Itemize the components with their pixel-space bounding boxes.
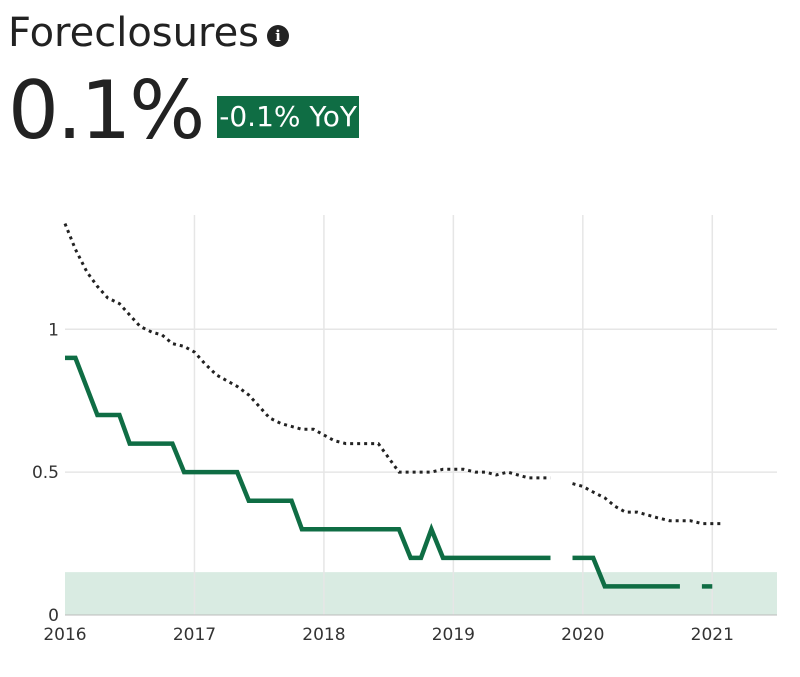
dotted-series-segment-1 — [63, 223, 551, 480]
solid-series-segment-2 — [572, 555, 680, 589]
x-tick-label-2016: 2016 — [43, 625, 86, 645]
solid-series-segment-1 — [65, 355, 551, 561]
x-tick-label-2017: 2017 — [173, 625, 216, 645]
info-icon[interactable]: i — [267, 25, 290, 47]
x-tick-label-2018: 2018 — [302, 625, 345, 645]
y-tick-label-0: 0 — [48, 606, 59, 626]
reference-band — [65, 572, 777, 615]
yoy-badge: -0.1% YoY — [217, 96, 360, 138]
y-tick-label-1: 1 — [48, 320, 59, 340]
title-row: Foreclosures i — [8, 8, 290, 58]
value-row: 0.1% -0.1% YoY — [8, 64, 360, 157]
x-tick-label-2020: 2020 — [561, 625, 604, 645]
metric-title: Foreclosures — [8, 10, 260, 56]
x-tick-label-2019: 2019 — [432, 625, 475, 645]
y-tick-label-0.5: 0.5 — [32, 463, 59, 483]
x-tick-label-2021: 2021 — [691, 625, 734, 645]
metric-value: 0.1% — [8, 64, 205, 157]
header: Foreclosures i 0.1% -0.1% YoY — [8, 0, 792, 160]
dotted-series-segment-2 — [572, 482, 723, 526]
